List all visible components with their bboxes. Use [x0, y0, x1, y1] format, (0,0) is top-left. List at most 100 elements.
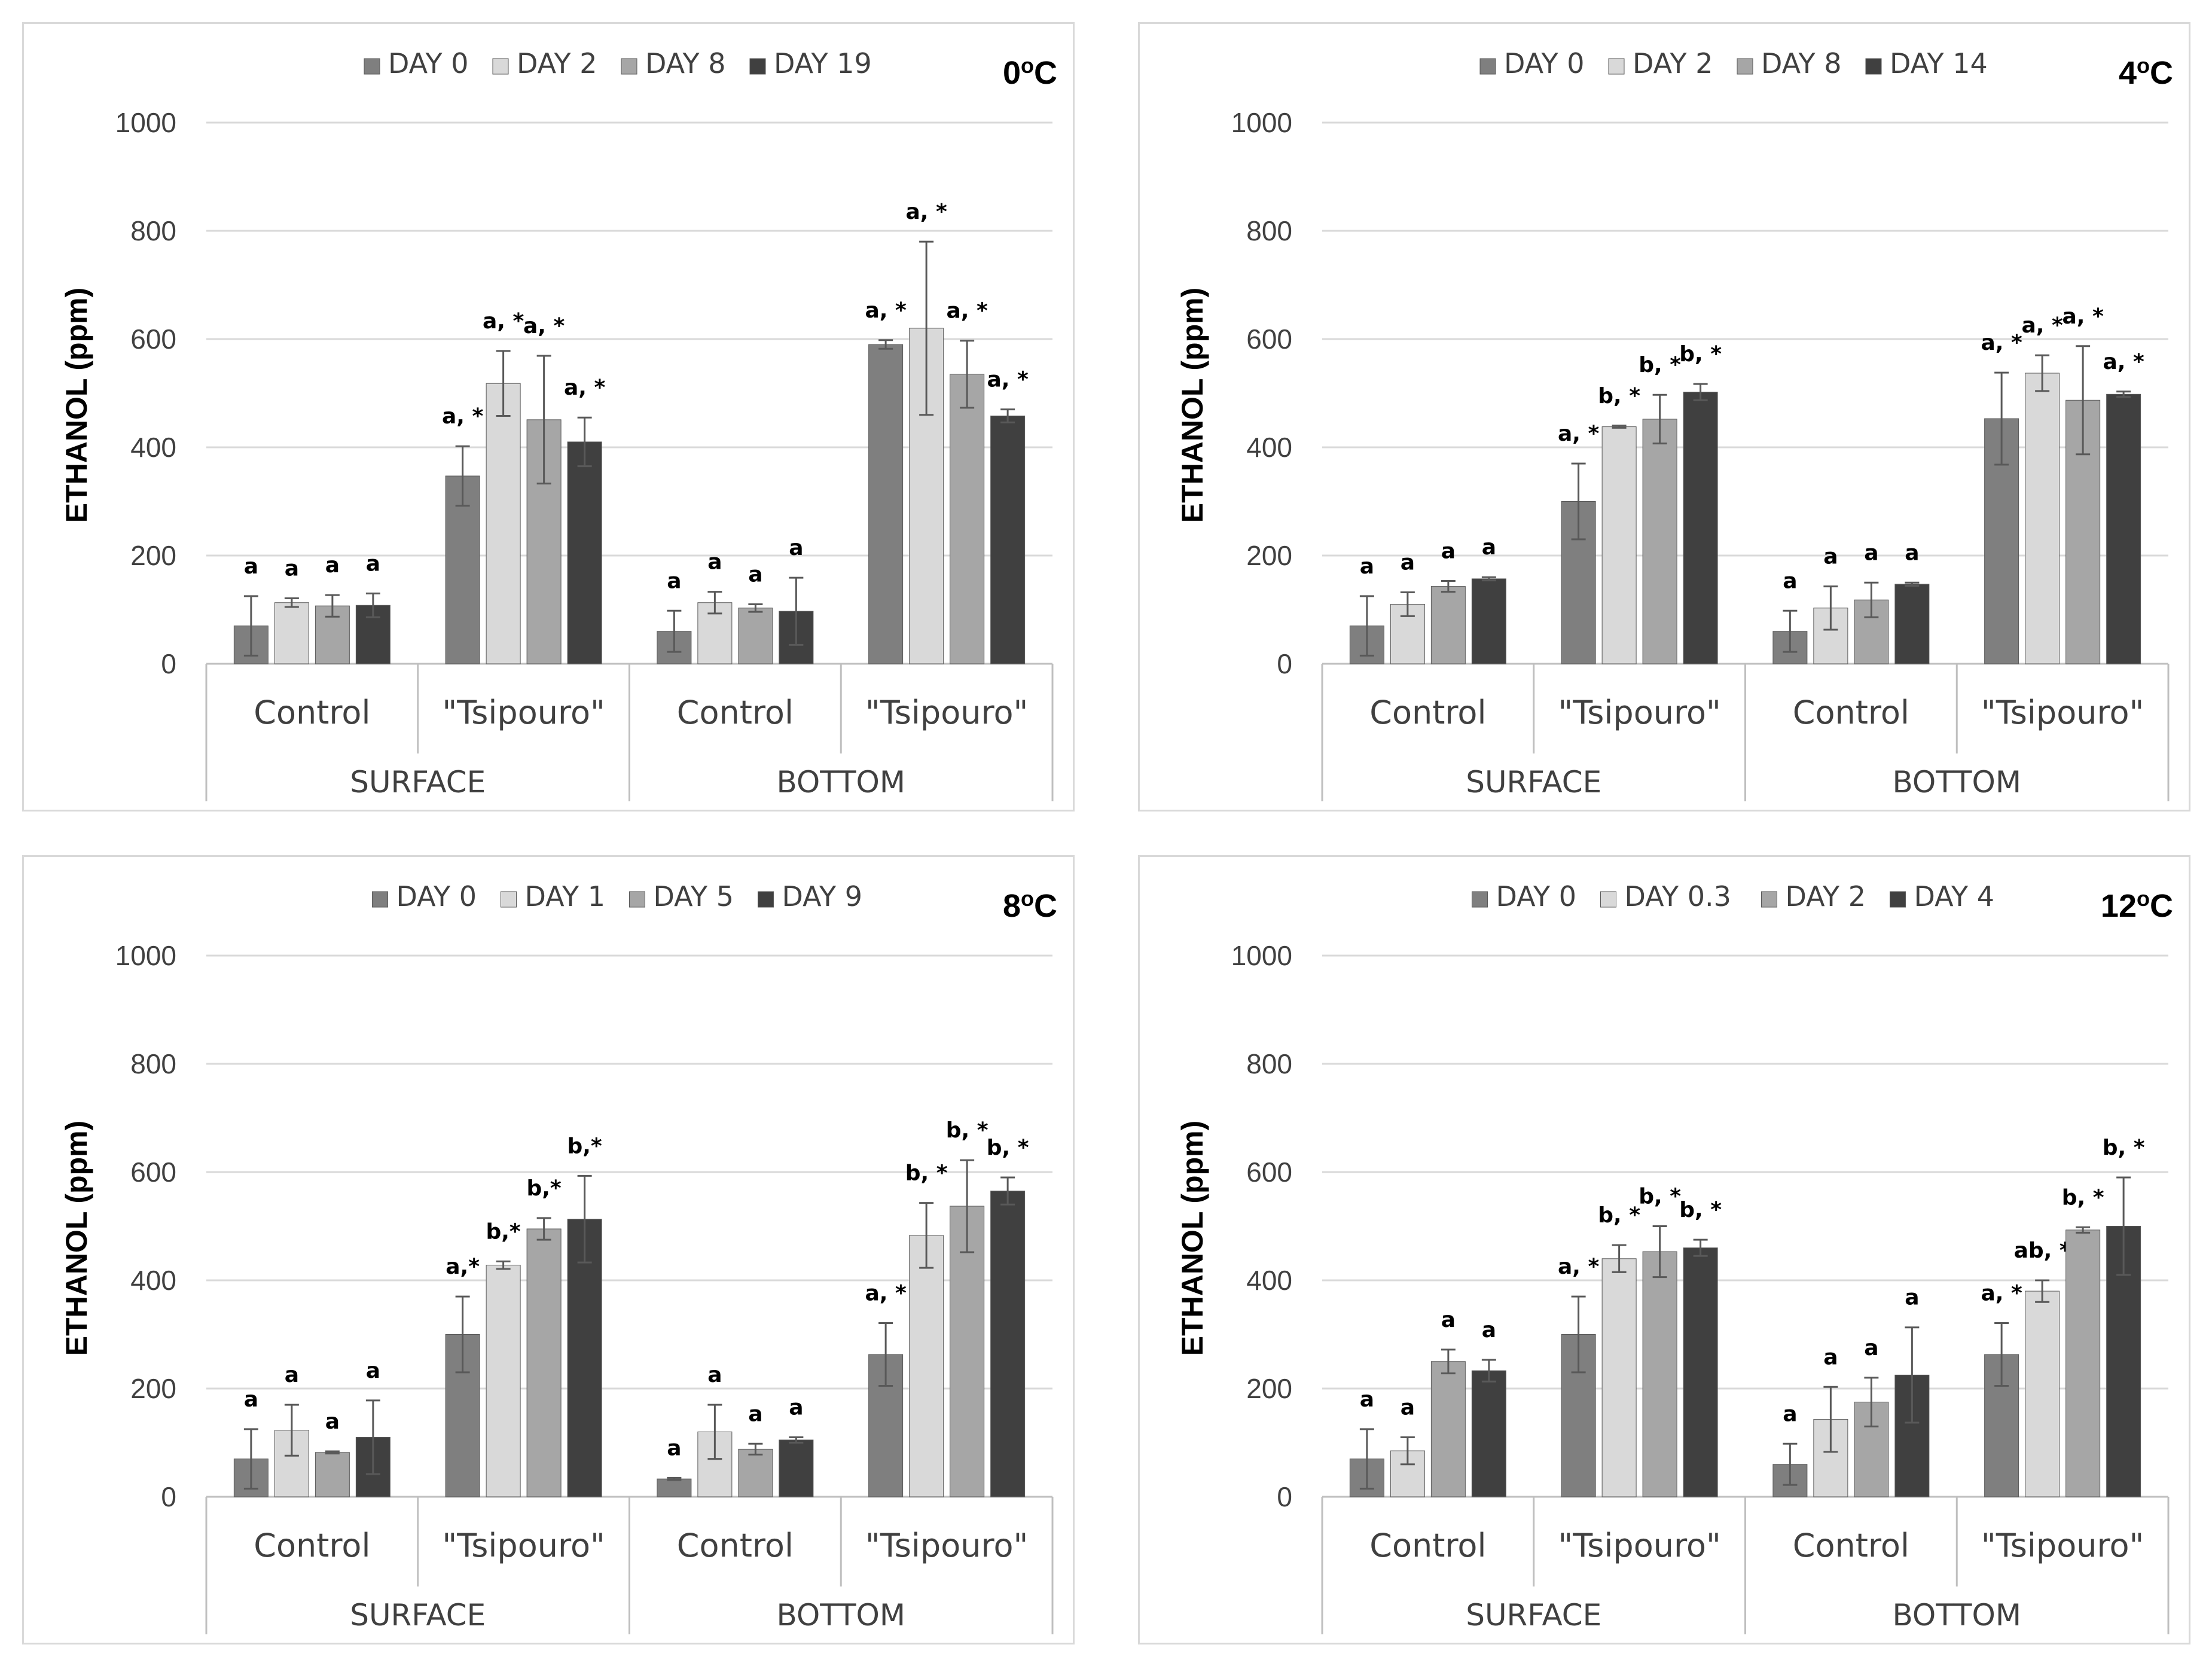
legend-swatch [629, 891, 645, 908]
y-tick-label: 200 [1246, 1373, 1292, 1404]
bar [738, 608, 773, 664]
legend-label: DAY 2 [517, 47, 597, 80]
significance-label: a [1441, 1308, 1456, 1332]
significance-label: b, * [2103, 1136, 2145, 1160]
legend-swatch [1737, 58, 1753, 75]
significance-label: a, * [564, 376, 606, 400]
y-tick-label: 400 [130, 432, 176, 463]
significance-label: a [707, 1363, 722, 1387]
significance-label: b, * [905, 1161, 948, 1186]
significance-label: b, * [1679, 342, 1722, 367]
legend-label: DAY 2 [1786, 880, 1866, 913]
significance-label: b, * [987, 1136, 1029, 1160]
significance-label: a, * [1981, 1281, 2022, 1305]
bar [1471, 1370, 1506, 1497]
bar [2106, 393, 2141, 664]
significance-label: b, * [1639, 1185, 1681, 1209]
legend-label: DAY 0 [388, 47, 469, 80]
significance-label: a [1783, 569, 1797, 593]
bar [1683, 1247, 1718, 1497]
y-tick-label: 800 [130, 1048, 176, 1079]
significance-label: a [748, 562, 762, 587]
group-label: BOTTOM [1893, 1598, 2021, 1633]
bar [274, 602, 309, 664]
bar [315, 605, 350, 664]
bar [1471, 578, 1506, 664]
category-label: "Tsipouro" [1981, 1527, 2144, 1564]
significance-label: a, * [2103, 350, 2144, 374]
bar [526, 1228, 562, 1497]
significance-label: a [667, 1436, 681, 1460]
significance-label: a, * [1981, 331, 2022, 355]
significance-label: a [1441, 539, 1456, 564]
y-tick-label: 800 [1246, 215, 1292, 246]
panel-12c: 0 200 400 600 800 1000 ETHANOL (ppm) Control "Ts… [1138, 855, 2190, 1644]
significance-label: a [1905, 541, 1919, 565]
group-label: SURFACE [1466, 765, 1601, 800]
temperature-unit: C [2150, 55, 2173, 91]
category-label: "Tsipouro" [442, 694, 605, 731]
panel-0c: 0 200 400 600 800 1000 ETHANOL (ppm) Control "Ts… [22, 22, 1075, 811]
legend-label: DAY 1 [525, 880, 606, 913]
y-tick-label: 200 [130, 1373, 176, 1404]
bar [1894, 584, 1930, 664]
significance-label: a [789, 536, 803, 560]
y-tick-label: 1000 [1231, 940, 1292, 971]
temperature-value: 4 [2119, 55, 2137, 91]
chart-svg: 0 200 400 600 800 1000 ETHANOL (ppm) Control "Ts… [1176, 47, 2173, 801]
y-axis-title: ETHANOL (ppm) [1176, 288, 1209, 523]
category-label: "Tsipouro" [865, 1527, 1028, 1564]
y-tick-label: 0 [1277, 648, 1292, 679]
group-label: BOTTOM [1893, 765, 2021, 800]
legend-label: DAY 8 [645, 47, 726, 80]
group-label: BOTTOM [777, 1598, 905, 1633]
significance-label: a [1401, 1395, 1415, 1420]
category-label: Control [1369, 1527, 1486, 1564]
significance-label: a [667, 569, 681, 593]
chart-svg: 0 200 400 600 800 1000 ETHANOL (ppm) Control "Ts… [1176, 880, 2173, 1634]
group-label: SURFACE [350, 765, 486, 800]
significance-label: b, * [1679, 1198, 1722, 1222]
bar [738, 1448, 773, 1497]
temperature-unit: C [2150, 888, 2173, 924]
bar [567, 441, 602, 664]
significance-label: a [1401, 551, 1415, 575]
temperature-label: 8oC [1003, 886, 1057, 924]
bar [950, 1206, 985, 1497]
significance-label: a, * [946, 299, 988, 324]
group-label: SURFACE [1466, 1598, 1601, 1633]
significance-label: a [244, 554, 258, 579]
bar [315, 1452, 350, 1497]
significance-label: b, * [1598, 384, 1640, 408]
significance-label: a [1864, 1336, 1878, 1360]
significance-label: a, * [905, 200, 947, 224]
significance-label: ab, * [2014, 1238, 2071, 1263]
significance-label: a, * [523, 314, 565, 338]
bar [950, 374, 985, 664]
legend-label: DAY 14 [1890, 47, 1988, 80]
legend-swatch [1761, 891, 1777, 908]
temperature-value: 12 [2101, 888, 2137, 924]
significance-label: a [1783, 1402, 1797, 1426]
significance-label: a, * [2062, 304, 2104, 329]
temperature-unit: C [1034, 55, 1057, 91]
significance-label: a [1823, 545, 1838, 569]
legend-label: DAY 2 [1633, 47, 1713, 80]
significance-label: a [325, 1409, 340, 1434]
bar [1854, 599, 1889, 664]
y-tick-label: 1000 [1231, 107, 1292, 138]
legend-label: DAY 0 [1496, 880, 1577, 913]
bar [1601, 426, 1637, 664]
significance-label: b, * [1639, 353, 1681, 377]
group-label: SURFACE [350, 1598, 486, 1633]
significance-label: b, * [2062, 1185, 2104, 1210]
significance-label: a,* [446, 1255, 480, 1279]
legend-swatch [372, 891, 388, 908]
y-tick-label: 400 [1246, 432, 1292, 463]
legend-label: DAY 4 [1914, 880, 1995, 913]
legend-swatch [749, 58, 766, 75]
legend-swatch [1890, 891, 1906, 908]
temperature-degree: o [1021, 886, 1034, 911]
temperature-degree: o [2137, 886, 2150, 911]
category-label: Control [1793, 1527, 1909, 1564]
